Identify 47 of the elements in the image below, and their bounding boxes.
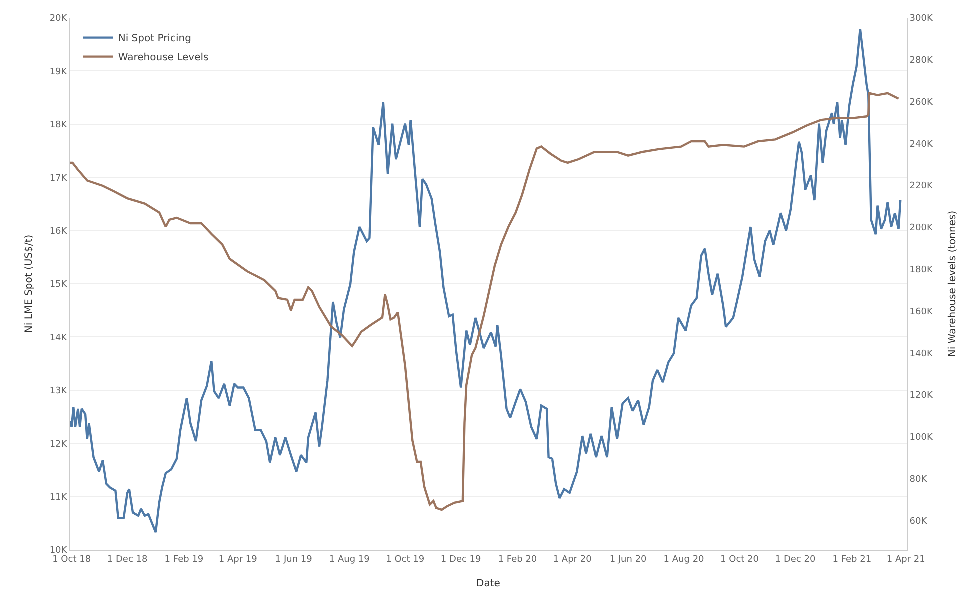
legend-label: Ni Spot Pricing	[118, 34, 192, 45]
y-tick-label: 20K	[50, 14, 68, 24]
x-tick-label: 1 Feb 19	[164, 554, 204, 565]
y2-tick-label: 120K	[910, 391, 934, 402]
y-tick-label: 15K	[50, 280, 68, 290]
y-tick-label: 14K	[50, 333, 68, 344]
x-tick-label: 1 Dec 20	[775, 554, 816, 565]
x-tick-label: 1 Apr 20	[553, 554, 592, 565]
y-tick-label: 12K	[50, 440, 68, 450]
y2-tick-label: 260K	[910, 98, 934, 108]
y2-tick-label: 240K	[910, 140, 934, 150]
y-axis-title: Ni LME Spot (US$/t)	[24, 234, 35, 334]
x-tick-label: 1 Aug 20	[664, 554, 705, 565]
y2-tick-label: 300K	[910, 14, 934, 24]
x-tick-label: 1 Apr 21	[886, 554, 926, 565]
y2-tick-label: 60K	[910, 516, 928, 527]
y2-axis-title: Ni Warehouse levels (tonnes)	[947, 210, 958, 358]
line-series	[70, 28, 902, 534]
y-tick-label: 11K	[50, 492, 68, 503]
x-tick-label: 1 Jun 19	[275, 554, 313, 565]
y2-tick-label: 140K	[910, 349, 934, 360]
x-tick-label: 1 Jun 20	[610, 554, 648, 565]
y-tick-label: 10K	[50, 546, 68, 556]
y2-tick-label: 80K	[910, 474, 928, 485]
y-tick-label: 18K	[50, 120, 68, 131]
x-tick-label: 1 Apr 19	[218, 554, 258, 565]
x-tick-label: 1 Oct 18	[52, 554, 92, 565]
y2-tick-label: 220K	[910, 182, 934, 192]
y2-tick-label: 160K	[910, 307, 934, 318]
legend-label: Warehouse Levels	[118, 52, 209, 64]
x-tick-label: 1 Dec 18	[107, 554, 148, 565]
y-tick-label: 17K	[50, 174, 68, 184]
x-tick-label: 1 Feb 20	[498, 554, 538, 565]
x-tick-label: 1 Dec 19	[440, 554, 482, 565]
y-tick-label: 19K	[50, 67, 68, 78]
x-tick-label: 1 Aug 19	[329, 554, 370, 565]
line-series	[70, 92, 900, 512]
y2-tick-label: 100K	[910, 433, 934, 444]
y2-tick-label: 280K	[910, 56, 934, 66]
y-tick-label: 13K	[50, 386, 68, 397]
y2-tick-label: 180K	[910, 265, 934, 276]
x-axis-title: Date	[476, 578, 500, 590]
y2-tick-label: 200K	[910, 224, 934, 234]
y-tick-label: 16K	[50, 226, 68, 237]
x-tick-label: 1 Feb 21	[832, 554, 872, 565]
x-tick-label: 1 Oct 19	[386, 554, 425, 565]
x-tick-label: 1 Oct 20	[720, 554, 760, 565]
